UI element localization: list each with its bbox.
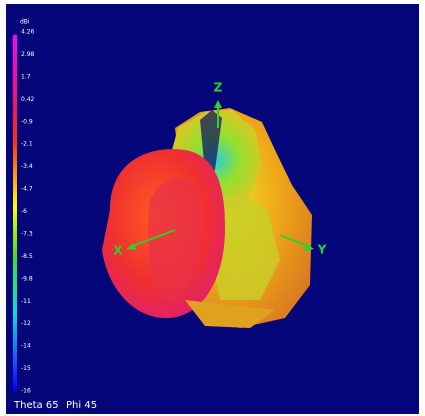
color-bar-label: -2.1 [21,141,33,148]
color-bar-label: 0.42 [21,96,35,103]
axes: Z X Y [113,81,326,258]
color-bar-label: 2.98 [21,51,35,58]
color-bar-label: -11 [21,298,31,305]
radiation-pattern [102,108,312,328]
color-bar-label: 1.7 [21,73,31,80]
color-bar-label: -8.5 [21,253,33,260]
theta-readout: Theta 65 [13,400,59,411]
color-bar-label: -3.4 [21,163,33,170]
color-bar-label: -9.8 [21,275,33,282]
unit-label: dBi [20,19,30,26]
color-bar-labels: dBi 4.26 2.98 1.7 0.42 -0.9 -2.1 -3.4 -4.7 -6 -7.… [20,19,35,395]
color-bar-label: -16 [21,388,31,395]
color-bar [13,35,17,391]
y-axis-label: Y [317,243,327,257]
color-bar-label: -14 [21,343,31,350]
x-axis-label: X [113,244,123,258]
color-bar-label: -12 [21,320,31,327]
color-bar-label: -4.7 [21,186,33,193]
phi-readout: Phi 45 [66,400,97,411]
z-axis-label: Z [214,81,223,95]
color-bar-label: -6 [21,208,27,215]
color-bar-label: 4.26 [21,29,35,36]
color-bar-label: -0.9 [21,118,33,125]
color-bar-label: -15 [21,365,31,372]
color-bar-label: -7.3 [21,230,33,237]
